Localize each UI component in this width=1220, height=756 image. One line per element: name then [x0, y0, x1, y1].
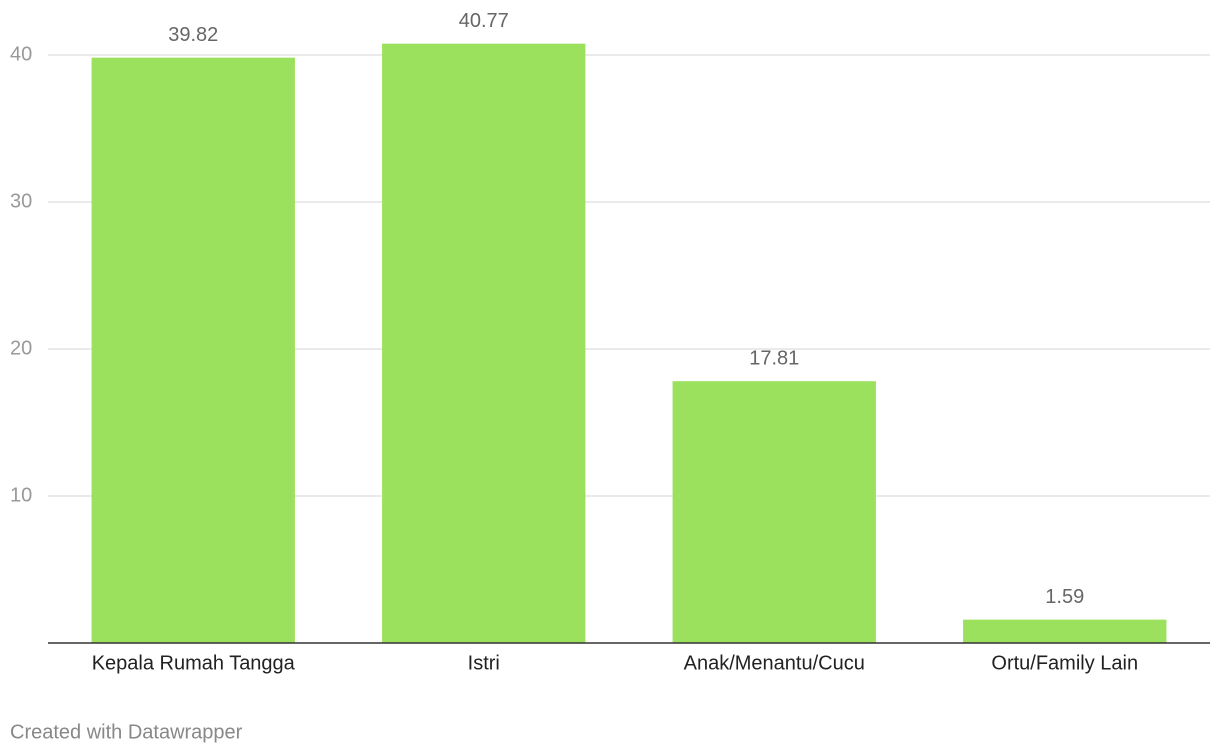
y-tick-label: 10 — [10, 484, 32, 506]
bar — [91, 57, 295, 644]
y-tick-label: 20 — [10, 337, 32, 359]
credit: Created with Datawrapper — [10, 721, 243, 743]
y-tick-label: 40 — [10, 43, 32, 65]
x-tick-label: Anak/Menantu/Cucu — [684, 652, 865, 674]
bar — [672, 381, 876, 643]
x-tick-label: Istri — [468, 652, 500, 674]
value-label: 1.59 — [1045, 586, 1084, 608]
value-label: 39.82 — [168, 24, 218, 46]
y-tick-label: 30 — [10, 190, 32, 212]
value-label: 17.81 — [749, 347, 799, 369]
value-label: 40.77 — [459, 10, 509, 32]
bar — [963, 619, 1167, 643]
x-tick-label: Ortu/Family Lain — [991, 652, 1138, 674]
x-tick-label: Kepala Rumah Tangga — [92, 652, 296, 674]
bar — [382, 43, 586, 643]
